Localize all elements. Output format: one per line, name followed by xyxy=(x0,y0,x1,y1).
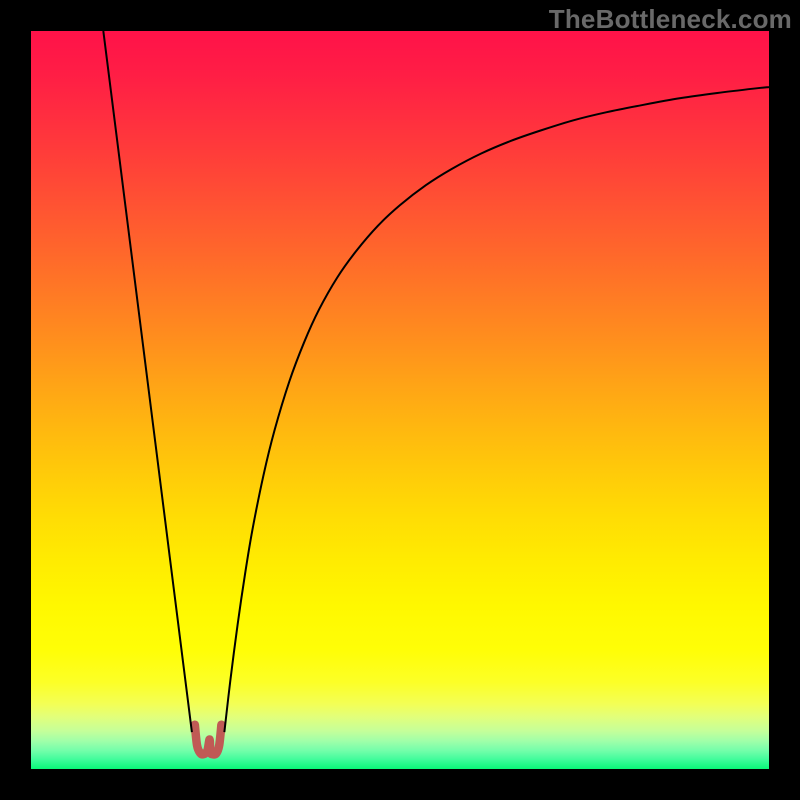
right-curve xyxy=(224,87,769,732)
curves-layer xyxy=(31,31,769,769)
dip-curve xyxy=(195,725,222,755)
chart-frame: TheBottleneck.com xyxy=(0,0,800,800)
left-curve xyxy=(103,31,192,732)
plot-area xyxy=(31,31,769,769)
